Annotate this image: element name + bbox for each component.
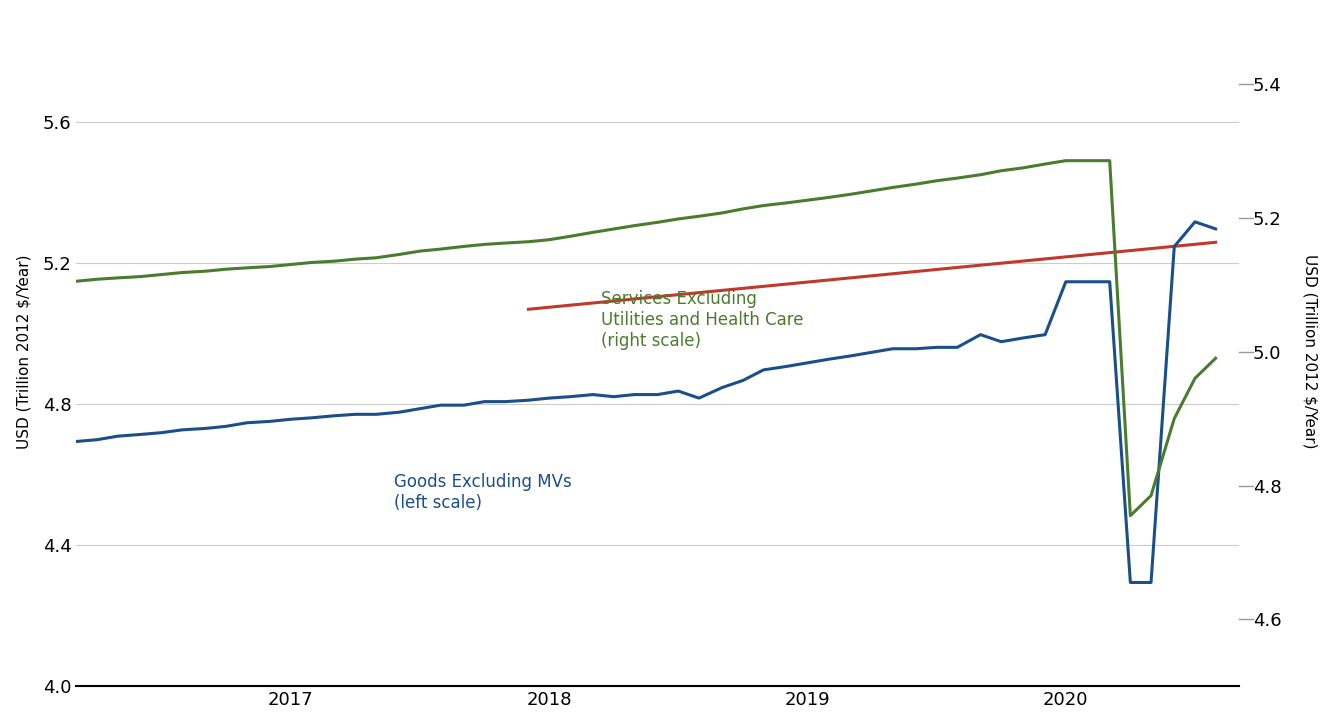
Text: Services Excluding
Utilities and Health Care
(right scale): Services Excluding Utilities and Health … [600,290,803,350]
Y-axis label: USD (Trillion 2012 $/Year): USD (Trillion 2012 $/Year) [1302,254,1318,449]
Text: Goods Excluding MVs
(left scale): Goods Excluding MVs (left scale) [394,473,572,512]
Y-axis label: USD (Trillion 2012 $/Year): USD (Trillion 2012 $/Year) [16,254,32,449]
